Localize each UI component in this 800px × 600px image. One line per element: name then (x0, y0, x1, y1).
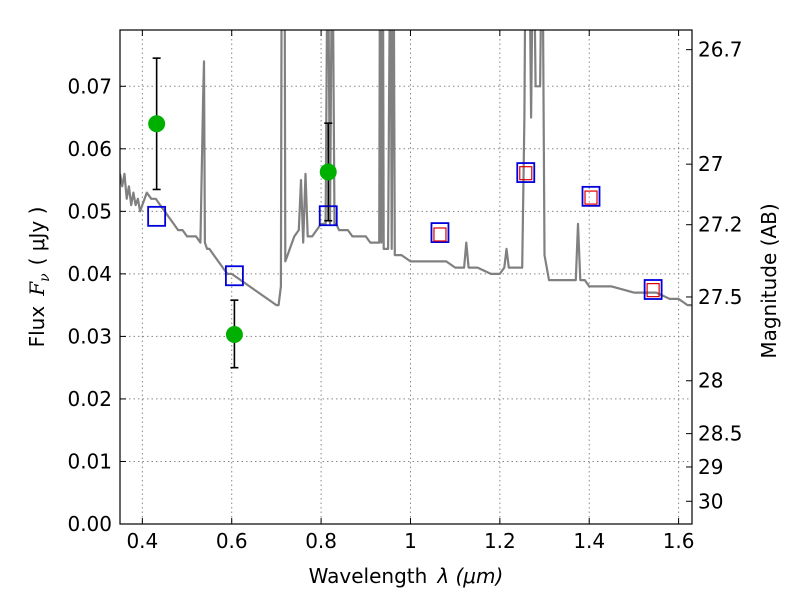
x-tick-label: 1.4 (573, 529, 605, 553)
y-axis-label-math: F (25, 281, 49, 297)
x-axis-label: Wavelength λ (μm) (309, 564, 504, 588)
synthetic-flux-marker (643, 279, 663, 300)
y-tick-label: 0.01 (67, 449, 112, 473)
axis-ticks: 0.4 0.6 0.8 1 1.2 1.4 1.6 0.00 0.01 0.02 0.03 0.04 0… (67, 30, 743, 553)
y2-tick-label: 29 (698, 455, 723, 479)
y-tick-label: 0.05 (67, 199, 112, 223)
observed-flux-point (148, 115, 166, 133)
x-axis-label-text: Wavelength (309, 564, 428, 588)
y2-tick-label: 30 (698, 489, 723, 513)
y-axis-label-text: Flux (25, 306, 49, 348)
grid (120, 30, 692, 525)
x-axis-label-math: λ (μm) (436, 564, 503, 588)
y-axis-label-unit: ( μJy ) (25, 207, 49, 266)
y2-tick-label: 27.5 (698, 285, 743, 309)
synthetic-flux-marker (516, 162, 536, 183)
y-tick-label: 0.00 (67, 512, 112, 536)
y-tick-label: 0.07 (67, 74, 112, 98)
y2-tick-label: 28.5 (698, 422, 743, 446)
x-tick-label: 0.6 (216, 529, 248, 553)
y-tick-label: 0.06 (67, 137, 112, 161)
synthetic-flux-inner-marker (433, 227, 447, 242)
synthetic-flux-marker (581, 185, 601, 207)
x-tick-label: 1.6 (663, 529, 695, 553)
synthetic-flux-inner-marker (646, 283, 660, 298)
observed-flux-point (319, 163, 337, 181)
y-tick-label: 0.04 (67, 262, 112, 286)
x-tick-label: 1.2 (484, 529, 516, 553)
data-markers (147, 57, 663, 369)
y2-tick-label: 27 (698, 152, 723, 176)
y-tick-label: 0.02 (67, 387, 112, 411)
synthetic-flux-marker (147, 205, 167, 227)
synthetic-flux-marker (224, 265, 244, 287)
plot-frame (119, 29, 693, 525)
y2-axis-label: Magnitude (AB) (757, 203, 781, 358)
synthetic-flux-marker (430, 222, 450, 244)
y-axis-label-sub: ν (37, 273, 53, 282)
synthetic-flux-inner-marker (519, 166, 533, 181)
model-spectrum-line (120, 30, 692, 307)
y2-tick-label: 26.7 (698, 38, 743, 62)
x-tick-label: 0.4 (126, 529, 158, 553)
y-axis-label: Flux Fν ( μJy ) (25, 207, 53, 348)
y-tick-label: 0.03 (67, 324, 112, 348)
x-tick-label: 1 (404, 529, 417, 553)
y2-tick-label: 27.2 (698, 213, 743, 237)
observed-flux-point (225, 326, 243, 344)
y2-tick-label: 28 (698, 369, 723, 393)
model-spectrum (120, 30, 692, 307)
synthetic-flux-inner-marker (584, 190, 598, 205)
x-tick-label: 0.8 (305, 529, 337, 553)
